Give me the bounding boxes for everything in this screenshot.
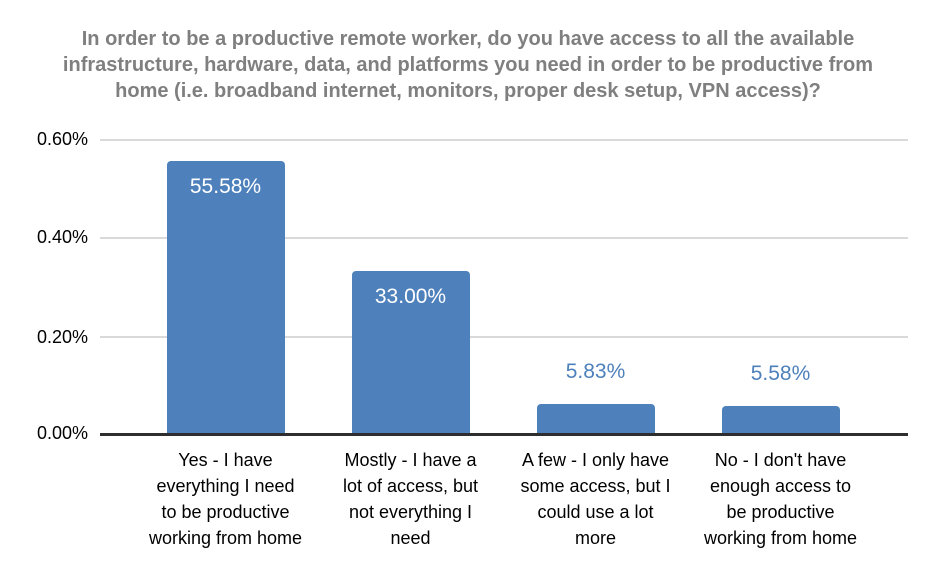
y-tick-label-020: 0.20% — [36, 327, 88, 347]
chart-title: In order to be a productive remote worke… — [62, 28, 874, 102]
bar-slot-yes: 55.58% — [133, 139, 318, 433]
gridline-020 — [100, 336, 908, 338]
bar-value-label-no: 5.58% — [750, 362, 811, 385]
y-tick-label-000: 0.00% — [36, 423, 88, 443]
bar-value-label-yes: 55.58% — [189, 175, 262, 198]
bar-yes — [166, 161, 285, 433]
category-label-a-few: A few - I only have some access, but I c… — [520, 450, 671, 548]
category-label-mostly: Mostly - I have a lot of access, but not… — [342, 450, 479, 548]
bar-slot-no: 5.58% — [688, 139, 873, 433]
plot-area: 55.58% 33.00% 5.83% 5.58% — [100, 139, 908, 436]
bar-a-few — [536, 404, 655, 433]
bar-no — [721, 406, 840, 433]
y-tick-label-040: 0.40% — [36, 227, 88, 247]
bar-slot-mostly: 33.00% — [318, 139, 503, 433]
bar-slot-a-few: 5.83% — [503, 139, 688, 433]
y-tick-label-060: 0.60% — [36, 129, 88, 149]
gridline-060 — [100, 139, 908, 141]
bar-value-label-mostly: 33.00% — [374, 285, 447, 308]
bar-value-label-a-few: 5.83% — [565, 360, 626, 383]
bars-band: 55.58% 33.00% 5.83% 5.58% — [133, 139, 873, 433]
gridline-040 — [100, 237, 908, 239]
category-label-yes: Yes - I have everything I need to be pro… — [148, 450, 303, 548]
category-label-no: No - I don't have enough access to be pr… — [703, 450, 858, 548]
bar-mostly — [351, 271, 470, 433]
x-axis-labels: Yes - I have everything I need to be pro… — [133, 447, 873, 551]
